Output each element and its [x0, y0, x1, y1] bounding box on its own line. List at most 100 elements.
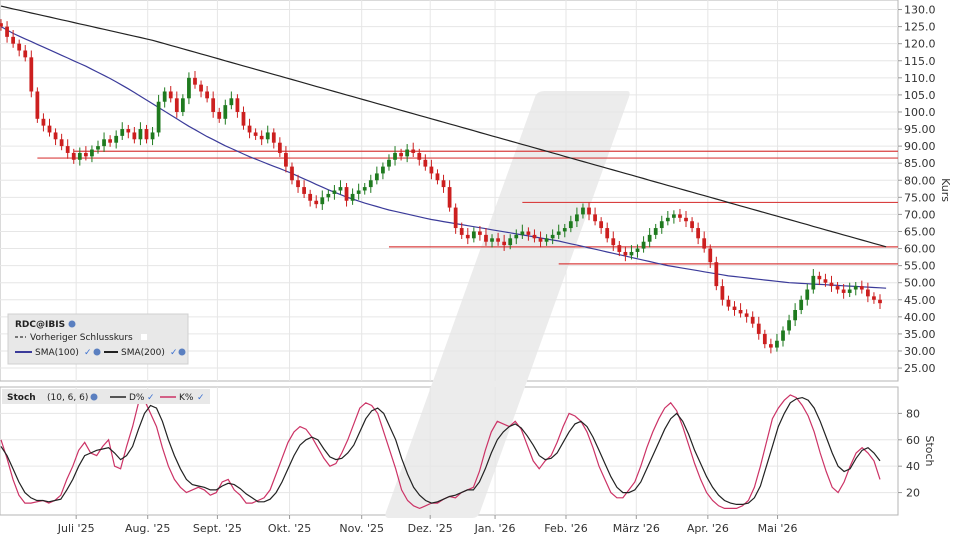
- candle-body: [665, 217, 670, 222]
- candle-body: [65, 146, 70, 153]
- candle-body: [611, 238, 616, 246]
- price-tick-label: 70.00: [904, 208, 936, 221]
- candle-body: [750, 316, 755, 324]
- candle-body: [587, 207, 591, 215]
- candle-body: [368, 180, 373, 188]
- candle-body: [180, 98, 185, 112]
- check-icon[interactable]: [141, 334, 147, 340]
- candle-body: [381, 166, 385, 174]
- price-tick-label: 130.0: [904, 4, 936, 17]
- candle-body: [271, 132, 276, 143]
- settings-icon[interactable]: [93, 348, 101, 356]
- candle-body: [478, 231, 482, 235]
- candle-body: [678, 214, 682, 218]
- candle-body: [223, 105, 228, 119]
- candle-body: [162, 91, 167, 102]
- price-tick-label: 100.0: [904, 106, 936, 119]
- price-tick-label: 110.0: [904, 72, 936, 85]
- candle-body: [332, 190, 337, 194]
- price-tick-label: 50.00: [904, 277, 936, 290]
- stoch-tick-label: 20: [906, 487, 920, 500]
- candle-body: [544, 238, 549, 242]
- candle-body: [71, 152, 76, 160]
- check-icon[interactable]: ✓: [197, 393, 205, 403]
- candle-body: [205, 91, 209, 99]
- candle-body: [374, 173, 379, 181]
- candle-body: [387, 159, 391, 167]
- candle-body: [290, 166, 294, 181]
- candle-body: [805, 289, 810, 300]
- candle-body: [835, 286, 840, 290]
- candle-body: [647, 234, 652, 242]
- candle-body: [471, 231, 476, 239]
- legend-sma200: SMA(200): [121, 348, 165, 358]
- candle-body: [326, 193, 331, 198]
- settings-icon[interactable]: [178, 348, 186, 356]
- candle-body: [453, 207, 458, 229]
- candle-body: [817, 275, 822, 280]
- candle-body: [90, 149, 94, 157]
- candle-body: [556, 231, 561, 235]
- candle-body: [0, 23, 3, 27]
- time-tick-label: Nov. '25: [339, 522, 384, 535]
- candle-body: [659, 221, 664, 229]
- stoch-tick-label: 80: [906, 407, 920, 420]
- check-icon[interactable]: ✓: [147, 393, 155, 403]
- candle-body: [96, 146, 100, 150]
- price-axis-title: Kurs: [939, 178, 952, 202]
- check-icon[interactable]: ✓: [84, 348, 92, 358]
- check-icon[interactable]: ✓: [170, 348, 178, 358]
- candle-body: [538, 238, 543, 242]
- main-legend[interactable]: RDC@IBIS Vorheriger Schlusskurs SMA(100)…: [7, 313, 189, 365]
- candle-body: [320, 197, 325, 205]
- legend-stoch-k: K%: [179, 393, 194, 403]
- candle-body: [447, 187, 452, 208]
- candle-body: [211, 98, 216, 112]
- candle-body: [672, 214, 676, 218]
- candle-body: [775, 340, 779, 348]
- candle-body: [496, 238, 500, 242]
- time-axis: Juli '25 Aug. '25 Sept. '25 Okt. '25 Nov. '2…: [57, 515, 798, 535]
- stoch-tick-label: 60: [906, 434, 920, 447]
- settings-icon[interactable]: [90, 393, 98, 401]
- candle-body: [526, 231, 531, 235]
- stoch-axis-title: Stoch: [923, 435, 936, 466]
- candle-body: [144, 129, 149, 140]
- candle-body: [77, 152, 82, 160]
- price-tick-label: 35.00: [904, 328, 936, 341]
- candle-body: [720, 286, 725, 300]
- candle-body: [53, 132, 58, 140]
- candle-body: [302, 187, 306, 194]
- candle-body: [520, 231, 525, 235]
- candle-body: [684, 217, 688, 222]
- price-tick-label: 65.00: [904, 225, 936, 238]
- stoch-legend[interactable]: Stoch (10, 6, 6) D% ✓ K% ✓: [2, 389, 210, 404]
- settings-icon[interactable]: [68, 320, 76, 328]
- candle-body: [690, 221, 694, 229]
- sma200-line: [0, 5, 887, 248]
- candle-body: [623, 251, 628, 256]
- stoch-title: Stoch: [7, 393, 36, 403]
- candle-body: [253, 132, 258, 136]
- candle-body: [762, 333, 767, 345]
- candle-body: [423, 159, 428, 167]
- time-tick-label: Mai '26: [758, 522, 798, 535]
- candle-body: [29, 57, 34, 92]
- candle-body: [484, 234, 488, 242]
- candle-body: [738, 310, 743, 314]
- price-tick-label: 40.00: [904, 311, 936, 324]
- candle-body: [344, 187, 349, 201]
- candle-body: [744, 313, 749, 317]
- candle-body: [399, 152, 403, 157]
- candles: [0, 19, 882, 354]
- candle-body: [308, 193, 313, 201]
- time-tick-label: Apr. '26: [687, 522, 729, 535]
- candle-body: [11, 36, 16, 44]
- stoch-params: (10, 6, 6): [47, 393, 88, 403]
- candle-body: [168, 91, 173, 99]
- candle-body: [138, 129, 143, 140]
- candle-body: [356, 190, 361, 194]
- candle-body: [617, 245, 622, 252]
- candle-body: [187, 77, 191, 99]
